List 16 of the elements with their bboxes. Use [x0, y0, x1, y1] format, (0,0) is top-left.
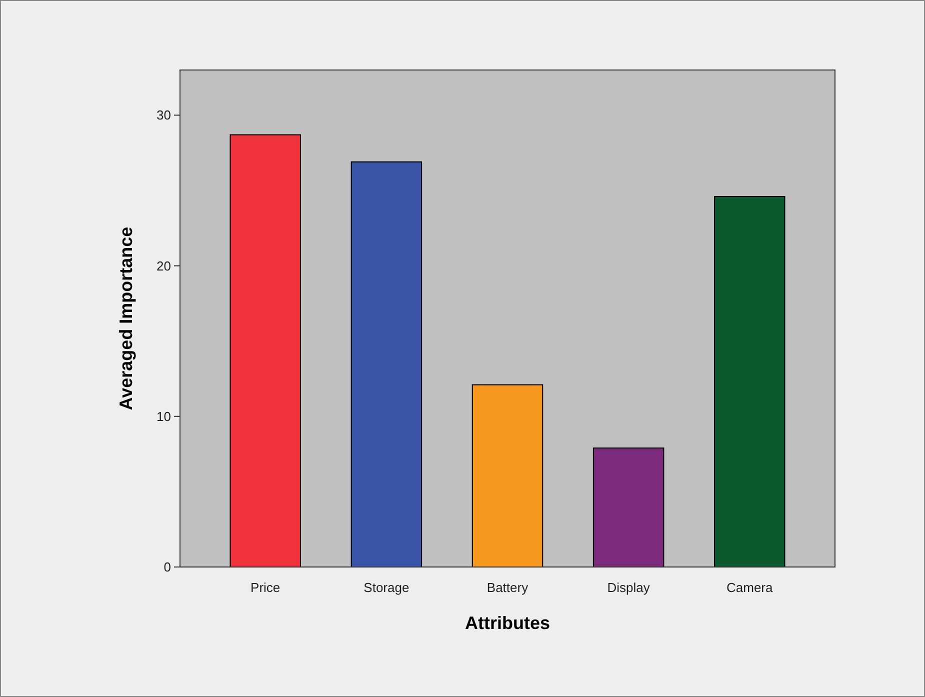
- x-axis-title: Attributes: [465, 613, 550, 633]
- x-tick-label: Battery: [486, 580, 529, 595]
- bar: [230, 134, 301, 568]
- x-tick-label: Display: [607, 580, 650, 595]
- bar: [714, 196, 786, 568]
- y-axis-title: Averaged Importance: [116, 226, 136, 410]
- x-tick-label: Storage: [364, 580, 410, 595]
- bar: [472, 384, 544, 568]
- y-tick-label: 20: [156, 258, 171, 274]
- bar: [350, 161, 422, 568]
- y-tick-label: 30: [156, 108, 171, 123]
- x-tick-label: Price: [250, 580, 280, 595]
- y-tick-label: 0: [164, 560, 171, 575]
- bar: [592, 448, 664, 568]
- x-tick-label: Camera: [726, 580, 774, 595]
- y-tick-label: 10: [156, 408, 171, 424]
